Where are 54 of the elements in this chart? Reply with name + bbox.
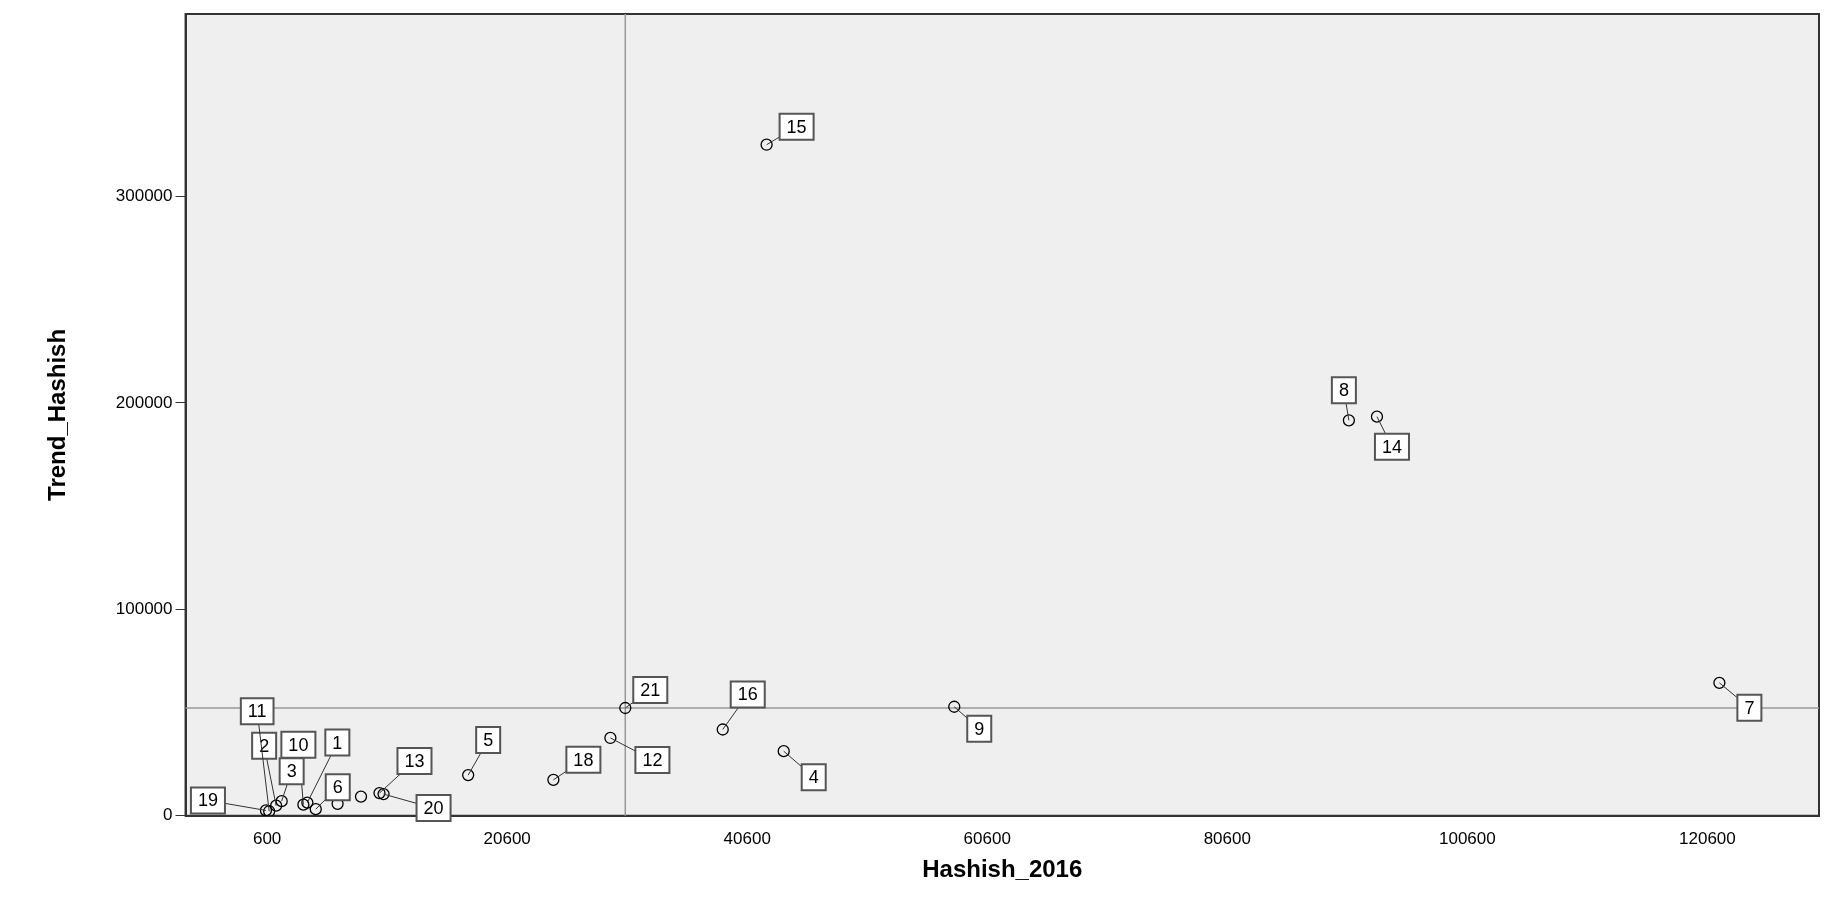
point <box>373 786 386 800</box>
x-tick-label: 120600 <box>1679 828 1736 848</box>
point <box>948 700 961 713</box>
x-tick-label: 100600 <box>1438 828 1496 848</box>
point <box>462 768 475 782</box>
point <box>777 745 790 758</box>
annotation: 21 <box>640 679 661 700</box>
y-tick-label: 300000 <box>115 186 173 206</box>
x-tick-label: 600 <box>252 828 282 848</box>
annotation: 14 <box>1381 436 1402 457</box>
y-axis-title: Trend_Hashish <box>43 328 71 501</box>
x-tick-label: 40600 <box>723 828 771 848</box>
annotation: 1 <box>332 732 343 753</box>
x-tick-label: 20600 <box>483 828 531 848</box>
annotation: 20 <box>423 798 444 819</box>
point <box>1342 414 1356 427</box>
point <box>716 723 729 736</box>
annotation: 6 <box>332 777 343 798</box>
point <box>354 790 368 803</box>
annotation: 8 <box>1338 380 1349 401</box>
annotation: 16 <box>737 684 758 705</box>
point <box>604 731 617 745</box>
annotation: 3 <box>286 761 297 782</box>
point <box>263 805 276 816</box>
point <box>1713 676 1726 689</box>
point <box>377 787 390 801</box>
y-tick-label: 0 <box>163 805 173 825</box>
x-tick-label: 60600 <box>963 828 1011 848</box>
point <box>309 803 322 816</box>
annotation: 7 <box>1744 697 1755 718</box>
annotation: 2 <box>259 735 270 756</box>
y-tick-label: 100000 <box>115 599 173 618</box>
point <box>297 798 310 811</box>
annotation: 11 <box>247 701 267 722</box>
annotation: 10 <box>288 734 309 755</box>
point <box>547 773 560 787</box>
x-axis-title: Hashish_2016 <box>922 855 1083 883</box>
point <box>619 701 632 715</box>
y-tick-label: 200000 <box>115 392 173 412</box>
annotation: 9 <box>974 718 985 739</box>
annotation: 12 <box>642 749 663 770</box>
annotation: 13 <box>404 751 425 772</box>
point <box>269 799 283 812</box>
annotation: 4 <box>808 767 819 788</box>
annotation: 19 <box>197 790 218 811</box>
point <box>760 138 773 151</box>
point <box>301 796 314 809</box>
point <box>1370 410 1384 423</box>
annotation: 18 <box>573 749 594 770</box>
x-tick-label: 80600 <box>1203 828 1251 848</box>
annotation: 15 <box>786 116 807 137</box>
point <box>275 794 288 808</box>
annotation: 5 <box>483 730 494 751</box>
point <box>259 804 273 816</box>
